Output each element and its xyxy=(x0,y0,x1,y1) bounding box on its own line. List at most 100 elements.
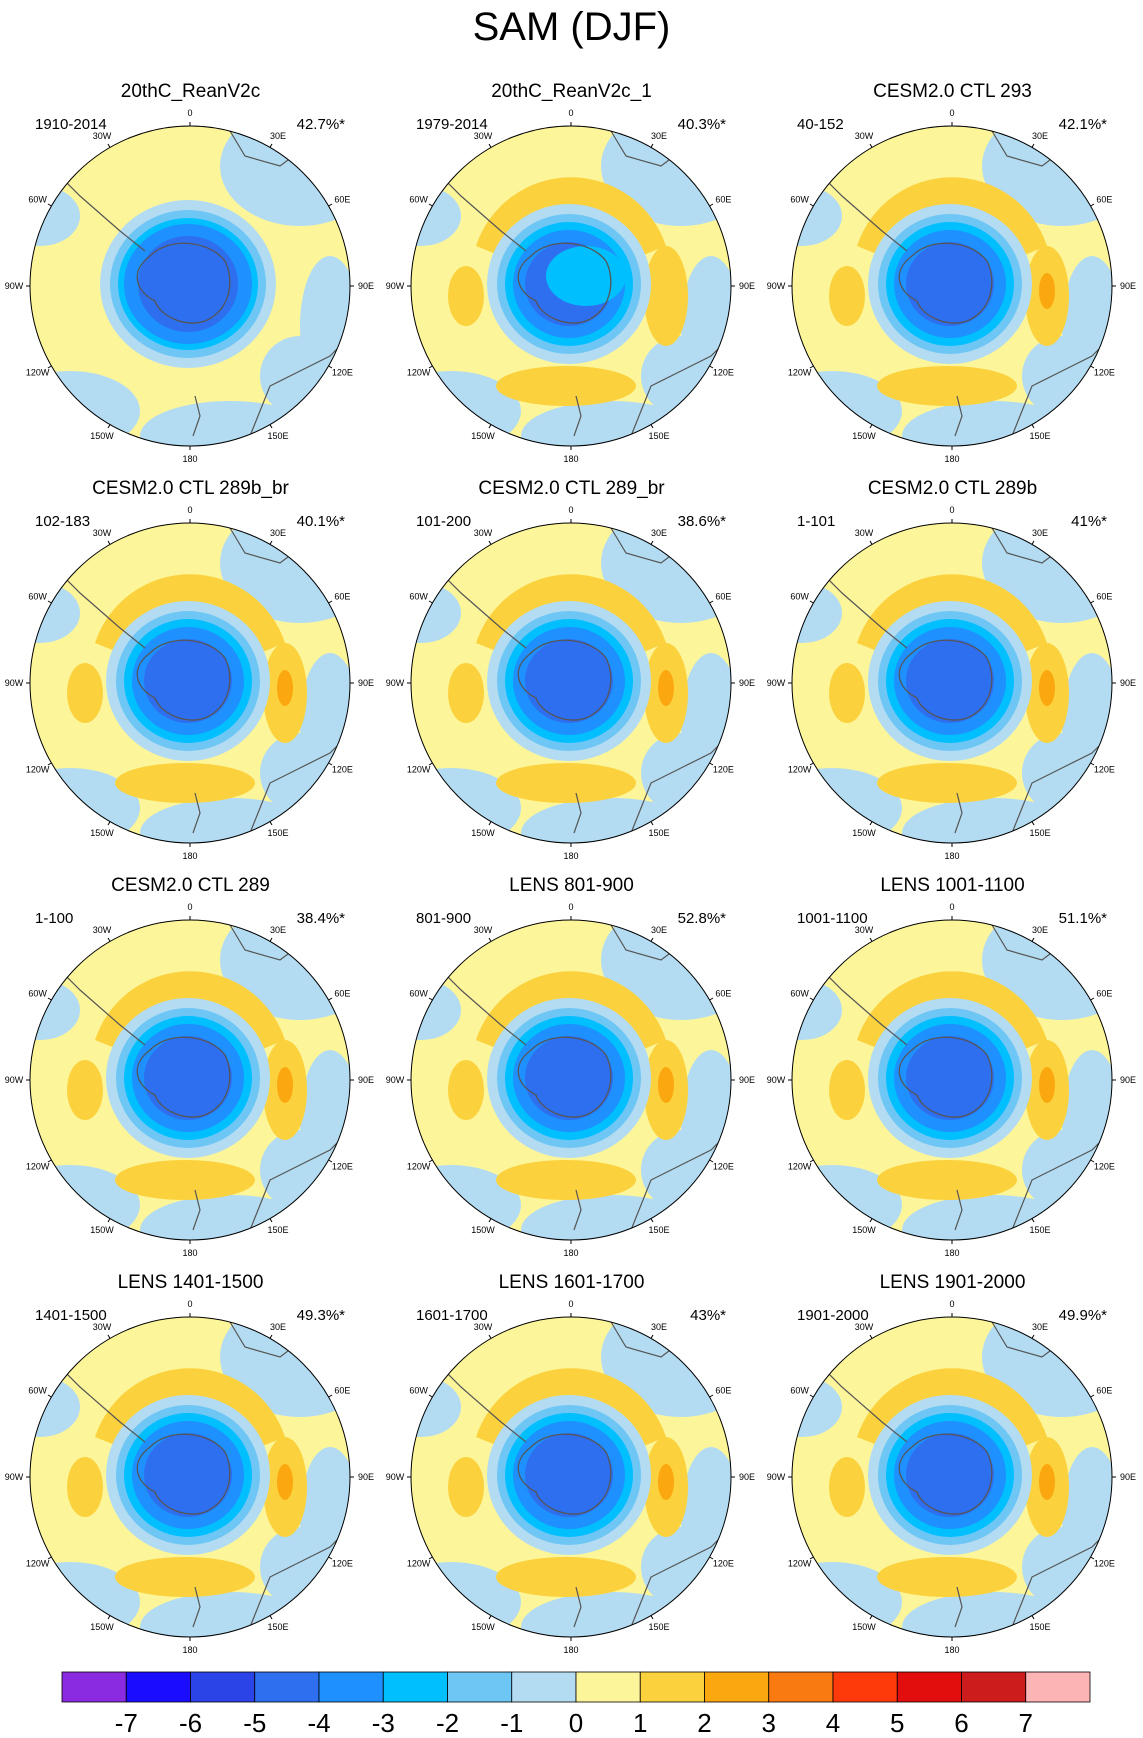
polar-map: 0 30E 60E 90E 120E 150E 180 150W 120W 90W 60W 30W xyxy=(767,1299,1136,1655)
antarctica-coastline xyxy=(136,639,231,721)
lon-tick xyxy=(107,937,111,942)
lon-tick xyxy=(107,1218,111,1223)
map-panel: 0 30E 60E 90E 120E 150E 180 150W 120W 90W 60W 30W CE… xyxy=(0,397,381,861)
lon-tick xyxy=(869,540,873,545)
panel-variance-percent: 52.8%* xyxy=(677,910,726,927)
polar-map: 0 30E 60E 90E 120E 150E 180 150W 120W 90W 60W 30W xyxy=(5,108,374,464)
positive-anomaly xyxy=(877,1557,1017,1597)
lon-tick xyxy=(809,600,814,604)
lon-tick xyxy=(428,203,433,207)
lon-tick xyxy=(107,424,111,429)
panel-title: LENS 1901-2000 xyxy=(879,1272,1026,1293)
positive-anomaly xyxy=(877,1160,1017,1200)
polar-map: 0 30E 60E 90E 120E 150E 180 150W 120W 90W 60W 30W xyxy=(767,902,1136,1258)
panel-variance-percent: 49.9%* xyxy=(1058,1307,1107,1324)
lon-label: 30W xyxy=(855,925,874,935)
panel-title: CESM2.0 CTL 289 xyxy=(111,875,270,896)
antarctica-coastline xyxy=(517,1036,612,1118)
lon-tick xyxy=(869,821,873,826)
lon-tick xyxy=(650,1218,654,1223)
lon-label: 60W xyxy=(409,989,428,999)
lon-tick xyxy=(428,600,433,604)
new-zealand-coastline xyxy=(954,1189,963,1231)
positive-anomaly xyxy=(95,574,285,653)
lon-tick xyxy=(809,762,814,766)
panel-years: 1979-2014 xyxy=(416,116,488,133)
near-zero-region xyxy=(260,1527,340,1607)
lon-label: 30W xyxy=(855,1322,874,1332)
lon-tick xyxy=(809,997,814,1001)
lon-label: 150E xyxy=(648,1225,669,1235)
panel-variance-percent: 51.1%* xyxy=(1058,910,1107,927)
new-zealand-coastline xyxy=(192,395,201,437)
lon-label: 150E xyxy=(648,828,669,838)
lon-tick xyxy=(47,365,52,369)
lon-label: 90E xyxy=(358,281,374,291)
lon-tick xyxy=(488,1334,492,1339)
positive-anomaly xyxy=(496,1557,636,1597)
lon-label: 120W xyxy=(788,765,812,775)
positive-anomaly xyxy=(476,1368,666,1447)
lon-tick xyxy=(1090,1394,1095,1398)
lon-tick xyxy=(650,540,654,545)
lon-label: 30E xyxy=(651,1322,667,1332)
lon-tick xyxy=(328,1394,333,1398)
lon-label: 90W xyxy=(386,1472,405,1482)
new-zealand-coastline xyxy=(573,395,582,437)
positive-anomaly xyxy=(448,266,484,326)
lon-label: 180 xyxy=(944,851,959,861)
lon-label: 60W xyxy=(790,989,809,999)
lon-label: 30E xyxy=(1032,1322,1048,1332)
lon-tick xyxy=(709,203,714,207)
lon-label: 30W xyxy=(855,528,874,538)
colorbar-tick: 5 xyxy=(890,1708,904,1738)
lon-tick xyxy=(650,424,654,429)
negative-anomaly xyxy=(546,246,626,306)
positive-anomaly xyxy=(829,1060,865,1120)
panel-years: 1901-2000 xyxy=(797,1307,869,1324)
lon-label: 0 xyxy=(187,1299,192,1309)
lon-label: 90W xyxy=(5,281,24,291)
colorbar-tick: 2 xyxy=(697,1708,711,1738)
lon-label: 90W xyxy=(5,1075,24,1085)
lon-label: 90W xyxy=(386,281,405,291)
lon-label: 90E xyxy=(739,281,755,291)
positive-anomaly xyxy=(476,574,666,653)
near-zero-region xyxy=(140,1592,320,1637)
lon-tick xyxy=(269,821,273,826)
polar-map: 0 30E 60E 90E 120E 150E 180 150W 120W 90W 60W 30W xyxy=(386,1299,755,1655)
lon-label: 60W xyxy=(409,195,428,205)
lon-label: 90E xyxy=(358,678,374,688)
panel-years: 1-101 xyxy=(797,513,836,530)
lon-tick xyxy=(709,600,714,604)
colorbar-swatch xyxy=(125,1671,191,1703)
colorbar-swatch xyxy=(575,1671,641,1703)
lon-tick xyxy=(328,997,333,1001)
lon-tick xyxy=(47,600,52,604)
lon-tick xyxy=(269,937,273,942)
lon-label: 150E xyxy=(648,431,669,441)
lon-tick xyxy=(869,424,873,429)
map-panel: 0 30E 60E 90E 120E 150E 180 150W 120W 90W 60W 30W CE… xyxy=(381,397,762,861)
colorbar-tick: -6 xyxy=(179,1708,202,1738)
lon-label: 30W xyxy=(474,925,493,935)
near-zero-region xyxy=(902,1195,1082,1240)
lon-label: 30E xyxy=(270,925,286,935)
new-zealand-coastline xyxy=(573,1586,582,1628)
positive-anomaly xyxy=(115,1160,255,1200)
lon-tick xyxy=(809,1556,814,1560)
lon-tick xyxy=(488,1615,492,1620)
panel-variance-percent: 42.1%* xyxy=(1058,116,1107,133)
lon-label: 30E xyxy=(1032,131,1048,141)
polar-map: 0 30E 60E 90E 120E 150E 180 150W 120W 90W 60W 30W xyxy=(5,505,374,861)
new-zealand-coastline xyxy=(954,395,963,437)
positive-anomaly xyxy=(496,763,636,803)
lon-tick xyxy=(1031,1218,1035,1223)
negative-anomaly xyxy=(138,236,238,332)
new-zealand-coastline xyxy=(954,1586,963,1628)
positive-anomaly-strong xyxy=(1039,1067,1055,1103)
positive-anomaly-strong xyxy=(658,1067,674,1103)
colorbar-swatch xyxy=(768,1671,834,1703)
colorbar-tick: -2 xyxy=(436,1708,459,1738)
lon-tick xyxy=(1031,540,1035,545)
